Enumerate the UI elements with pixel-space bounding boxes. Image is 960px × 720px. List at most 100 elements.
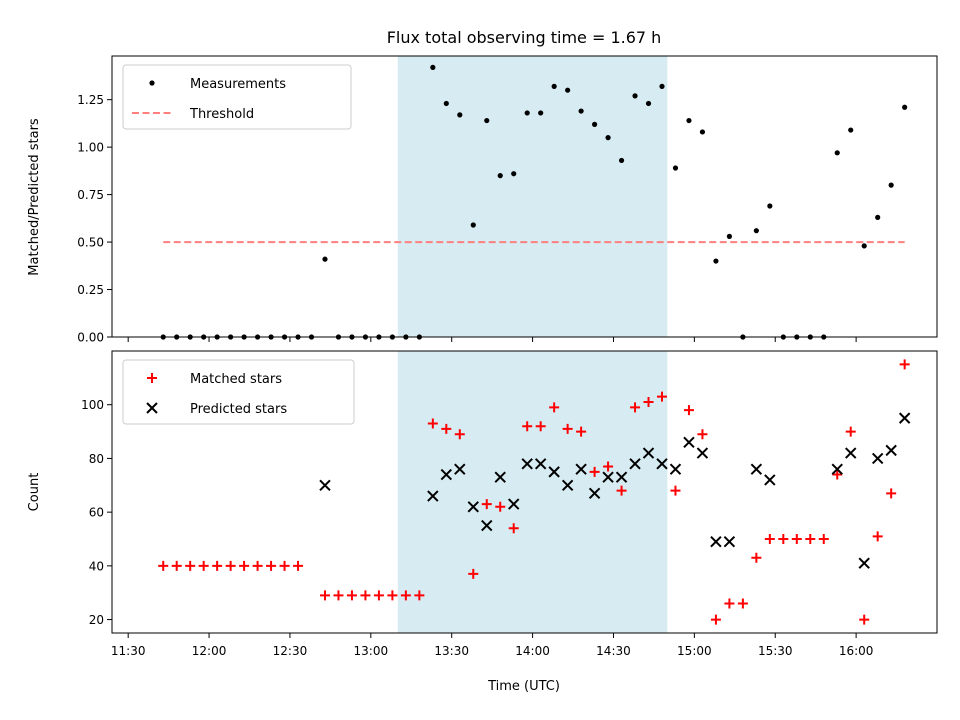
x-tick-label: 13:00 bbox=[354, 644, 389, 658]
data-point bbox=[549, 402, 560, 413]
data-point bbox=[753, 228, 759, 234]
x-tick-label: 12:00 bbox=[192, 644, 227, 658]
x-tick-label: 14:00 bbox=[515, 644, 550, 658]
data-point bbox=[750, 463, 763, 475]
data-point bbox=[551, 83, 557, 89]
data-point bbox=[440, 468, 453, 481]
data-point bbox=[185, 560, 196, 571]
data-point bbox=[457, 112, 463, 118]
data-point bbox=[561, 479, 574, 491]
data-point bbox=[630, 402, 641, 413]
data-point bbox=[713, 258, 719, 264]
data-point bbox=[726, 233, 733, 239]
data-point bbox=[603, 461, 614, 472]
data-point bbox=[859, 614, 870, 625]
y-axis-label: Count bbox=[27, 473, 42, 512]
data-point bbox=[441, 423, 452, 434]
data-point bbox=[615, 471, 628, 483]
data-point bbox=[158, 560, 169, 571]
data-point bbox=[643, 397, 654, 408]
data-point bbox=[899, 359, 910, 370]
legend-label: Predicted stars bbox=[190, 402, 287, 417]
x-tick-label: 11:30 bbox=[111, 644, 146, 658]
data-point bbox=[886, 488, 897, 499]
x-tick-label: 16:00 bbox=[839, 644, 874, 658]
axes-frame bbox=[111, 350, 938, 634]
data-point bbox=[629, 458, 641, 470]
data-point bbox=[589, 466, 600, 477]
legend-predicted-swatch bbox=[146, 402, 158, 414]
data-point bbox=[430, 64, 436, 70]
data-point bbox=[400, 590, 411, 601]
data-point bbox=[767, 203, 773, 209]
data-point bbox=[266, 560, 277, 571]
data-point bbox=[805, 534, 816, 544]
data-point bbox=[535, 421, 546, 432]
data-point bbox=[225, 560, 236, 571]
data-point bbox=[632, 93, 638, 99]
data-point bbox=[319, 479, 331, 491]
legend-box bbox=[122, 359, 355, 425]
data-point bbox=[508, 523, 519, 534]
data-point bbox=[481, 519, 493, 532]
data-point bbox=[778, 534, 789, 544]
data-point bbox=[468, 568, 479, 579]
data-point bbox=[724, 598, 735, 609]
data-point bbox=[293, 560, 304, 571]
count-panel: 11:30 12:00 12:30 13:00 13:30 14:00 14:30 15:00… bbox=[27, 350, 938, 658]
data-point bbox=[699, 129, 706, 135]
legend-label: Matched stars bbox=[190, 372, 282, 387]
data-point bbox=[322, 256, 328, 262]
data-point bbox=[670, 485, 681, 496]
data-point bbox=[346, 590, 357, 601]
data-point bbox=[683, 436, 695, 449]
legend: Measurements Threshold bbox=[122, 64, 352, 130]
data-point bbox=[657, 391, 667, 402]
data-point bbox=[387, 590, 398, 601]
data-point bbox=[588, 487, 601, 500]
x-axis-label: Time (UTC) bbox=[487, 679, 560, 694]
data-point bbox=[333, 590, 344, 601]
data-point bbox=[656, 458, 668, 470]
data-point bbox=[605, 135, 611, 141]
data-point bbox=[888, 182, 894, 188]
data-point bbox=[686, 117, 692, 124]
data-point bbox=[696, 447, 709, 459]
data-point bbox=[845, 426, 856, 437]
data-point bbox=[239, 560, 250, 571]
data-point bbox=[885, 444, 897, 457]
chart-title: Flux total observing time = 1.67 h bbox=[387, 28, 662, 47]
data-point bbox=[494, 471, 506, 483]
data-point bbox=[495, 501, 506, 512]
data-point bbox=[319, 590, 330, 601]
data-point bbox=[511, 171, 517, 177]
legend-matched-swatch bbox=[147, 373, 157, 383]
data-point bbox=[171, 560, 182, 571]
y-tick-label: 1.25 bbox=[77, 93, 104, 107]
data-point bbox=[481, 499, 492, 510]
data-point bbox=[602, 471, 614, 483]
data-point bbox=[710, 614, 721, 625]
data-point bbox=[427, 418, 438, 429]
data-point bbox=[548, 466, 560, 478]
data-point bbox=[834, 150, 840, 156]
data-point bbox=[562, 423, 573, 434]
data-point bbox=[575, 463, 587, 475]
data-point bbox=[902, 104, 908, 110]
data-point bbox=[831, 463, 843, 475]
y-tick-label: 100 bbox=[81, 398, 104, 412]
y-tick-label: 0.50 bbox=[77, 236, 104, 250]
data-point bbox=[522, 421, 533, 432]
legend: Matched stars Predicted stars bbox=[122, 359, 355, 425]
data-point bbox=[454, 463, 466, 475]
data-point bbox=[618, 157, 625, 164]
data-point bbox=[737, 598, 748, 609]
data-point bbox=[672, 165, 679, 171]
legend-measurements-swatch bbox=[149, 80, 155, 86]
data-point bbox=[845, 447, 857, 459]
data-point bbox=[279, 560, 290, 571]
data-point bbox=[875, 214, 881, 220]
y-tick-label: 1.00 bbox=[77, 141, 104, 155]
data-point bbox=[616, 485, 627, 496]
x-tick-label: 15:30 bbox=[758, 644, 793, 658]
